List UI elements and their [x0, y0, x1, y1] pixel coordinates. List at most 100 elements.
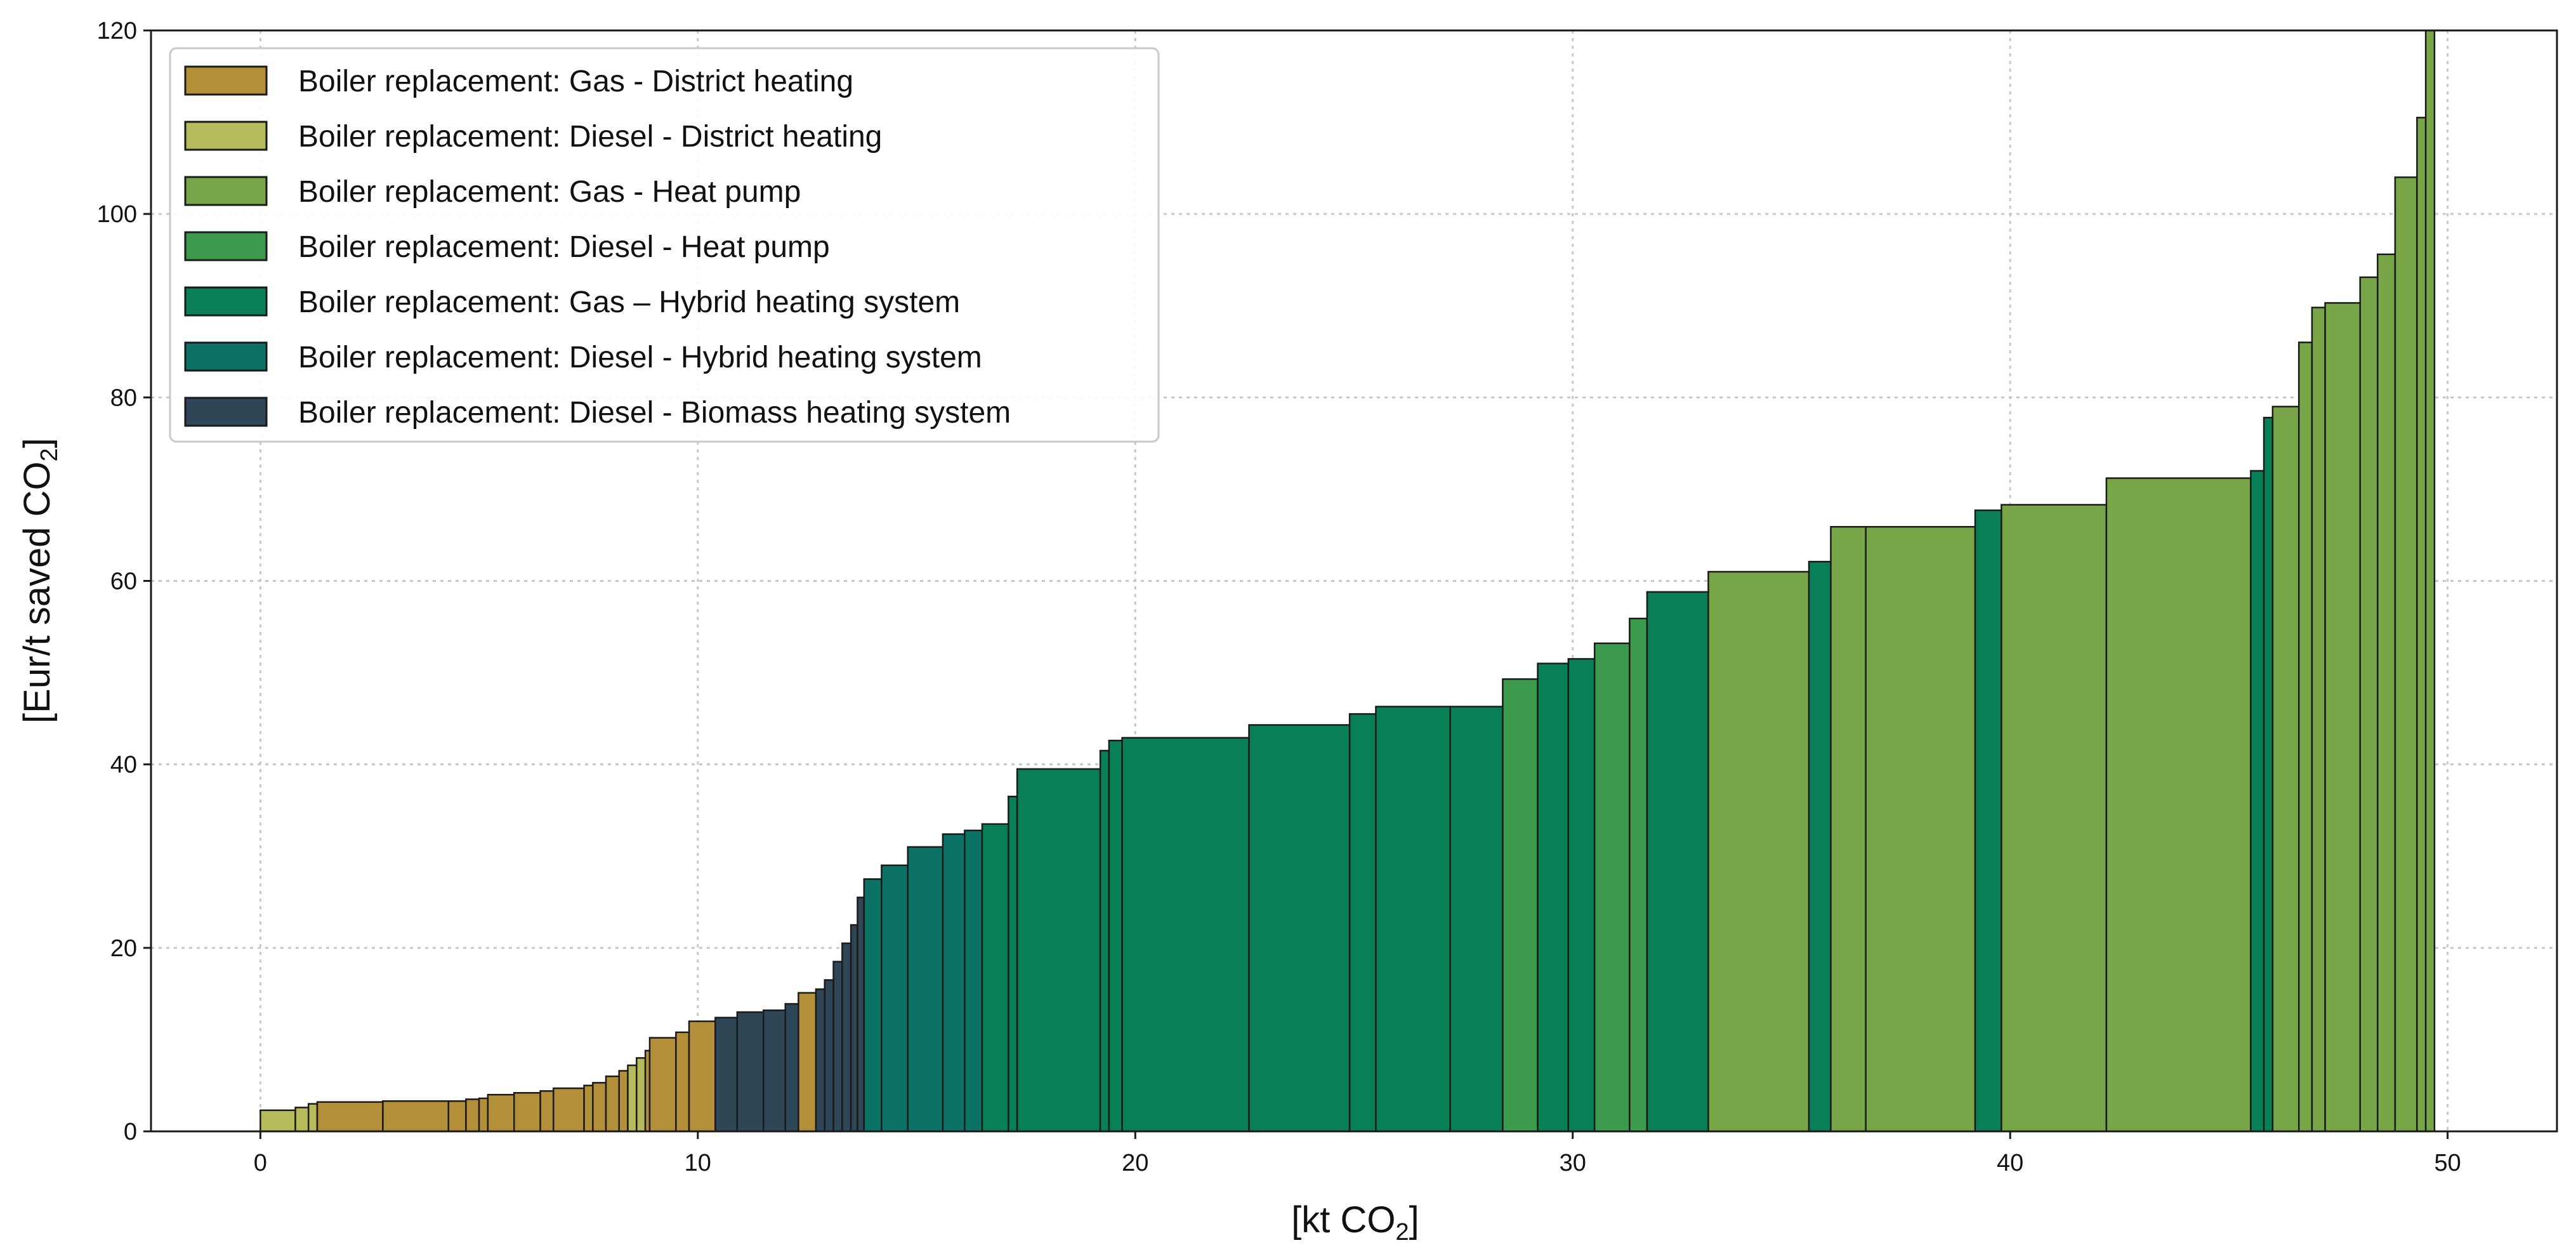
bar-gas_dh [688, 1020, 716, 1133]
bar-gas_hybrid [1121, 737, 1250, 1133]
bar-gas_hybrid [2250, 470, 2265, 1133]
bar-gas_hp [2311, 306, 2326, 1133]
bar-diesel_hp [1593, 642, 1631, 1133]
bar-diesel_hybrid [942, 833, 966, 1133]
legend-swatch [184, 176, 268, 206]
bar-gas_hybrid [1348, 713, 1377, 1133]
bar-diesel_biomass [762, 1009, 786, 1133]
bar-gas_dh [592, 1082, 607, 1133]
bar-gas_hybrid [981, 823, 1009, 1133]
bar-gas_hybrid [1108, 739, 1123, 1133]
legend-swatch [184, 286, 268, 317]
bar-gas_dh [382, 1100, 450, 1133]
legend-swatch [184, 231, 268, 261]
bar-gas_hp [2377, 253, 2396, 1133]
bar-gas_hp [2271, 405, 2300, 1133]
bar-gas_hybrid [1537, 662, 1570, 1133]
y-tick-label: 100 [97, 201, 137, 228]
bar-gas_dh [478, 1097, 489, 1133]
legend: Boiler replacement: Gas - District heati… [169, 47, 1160, 443]
x-axis-label: [kt CO2] [1291, 1199, 1419, 1246]
ticks: 0 10 20 30 40 50 0 20 40 60 80 100 120 [97, 18, 2461, 1176]
bar-diesel_hybrid [907, 846, 944, 1133]
bar-diesel_biomass [850, 924, 858, 1133]
bar-gas_hybrid [1375, 706, 1451, 1133]
bar-gas_dh [648, 1037, 677, 1133]
bar-gas_dh [583, 1084, 594, 1133]
x-tick-label: 30 [1560, 1150, 1586, 1176]
legend-label: Boiler replacement: Diesel - Hybrid heat… [298, 341, 982, 374]
bar-diesel_biomass [832, 961, 843, 1133]
bar-gas_hp [2416, 117, 2427, 1133]
bar-gas_hp [2394, 176, 2418, 1133]
bar-diesel_hybrid [964, 829, 983, 1133]
bar-diesel_biomass [714, 1017, 739, 1133]
bar-diesel_dh [294, 1107, 310, 1133]
bar-gas_hybrid [1808, 560, 1832, 1133]
legend-box [169, 47, 1160, 443]
bar-gas_hp [2424, 29, 2436, 1133]
bar-gas_hybrid [2263, 416, 2274, 1133]
bar-gas_dh [539, 1090, 555, 1133]
bar-gas_dh [675, 1031, 690, 1133]
y-tick-label: 40 [110, 752, 137, 779]
bar-diesel_dh [627, 1064, 638, 1133]
bar-diesel_biomass [784, 1003, 799, 1133]
bar-diesel_dh [260, 1109, 296, 1133]
x-tick-label: 0 [254, 1150, 267, 1176]
bar-gas_hp [2359, 276, 2379, 1133]
legend-swatch [184, 121, 268, 151]
bar-gas_hp [2105, 477, 2252, 1133]
bar-gas_dh [605, 1076, 620, 1133]
bar-diesel_biomass [815, 988, 826, 1133]
x-tick-label: 20 [1122, 1150, 1148, 1176]
x-tick-label: 10 [685, 1150, 711, 1176]
legend-label: Boiler replacement: Diesel - Biomass hea… [298, 396, 1011, 430]
x-tick-label: 40 [1997, 1150, 2023, 1176]
y-tick-label: 0 [124, 1119, 137, 1145]
bar-diesel_dh [307, 1103, 319, 1133]
bar-diesel_hp [1502, 678, 1539, 1133]
bar-gas_hp [1865, 525, 1976, 1133]
bars [260, 29, 2436, 1133]
y-tick-label: 120 [97, 18, 137, 44]
bar-gas_hp [1830, 525, 1867, 1133]
bar-diesel_biomass [841, 942, 852, 1133]
y-tick-label: 80 [110, 385, 137, 411]
bar-diesel_biomass [736, 1011, 765, 1133]
bar-gas_hybrid [1646, 591, 1709, 1133]
bar-gas_hp [2297, 341, 2313, 1133]
x-tick-label: 50 [2434, 1150, 2461, 1176]
bar-gas_hybrid [1567, 658, 1596, 1133]
bar-diesel_dh [636, 1057, 647, 1133]
bar-gas_dh [798, 992, 817, 1133]
legend-label: Boiler replacement: Gas - District heati… [298, 65, 853, 98]
bar-gas_hybrid [1099, 749, 1110, 1133]
legend-swatch [184, 397, 268, 427]
legend-label: Boiler replacement: Gas - Heat pump [298, 175, 801, 209]
bar-diesel_hp [1629, 617, 1648, 1133]
bar-gas_dh [487, 1093, 515, 1133]
y-tick-label: 20 [110, 935, 137, 962]
legend-swatch [184, 341, 268, 372]
bar-gas_hybrid [1008, 796, 1018, 1133]
y-axis-label: [Eur/t saved CO2] [16, 438, 63, 723]
bar-gas_hybrid [1449, 706, 1504, 1133]
bar-gas_hybrid [1248, 724, 1351, 1133]
bar-gas_dh [447, 1100, 467, 1133]
bar-gas_dh [618, 1070, 629, 1133]
bar-gas_hybrid [1974, 509, 2002, 1133]
legend-swatch [184, 65, 268, 96]
bar-gas_hp [1707, 570, 1810, 1133]
bar-diesel_biomass [824, 979, 834, 1133]
y-tick-label: 60 [110, 569, 137, 595]
bar-gas_dh [553, 1087, 585, 1133]
bar-diesel_biomass [857, 897, 865, 1133]
bar-gas_dh [465, 1098, 480, 1133]
bar-gas_hybrid [1016, 768, 1101, 1133]
bar-diesel_hybrid [863, 878, 883, 1133]
bar-gas_dh [316, 1101, 384, 1133]
bar-gas_hp [2324, 302, 2361, 1133]
bar-gas_dh [513, 1092, 541, 1133]
